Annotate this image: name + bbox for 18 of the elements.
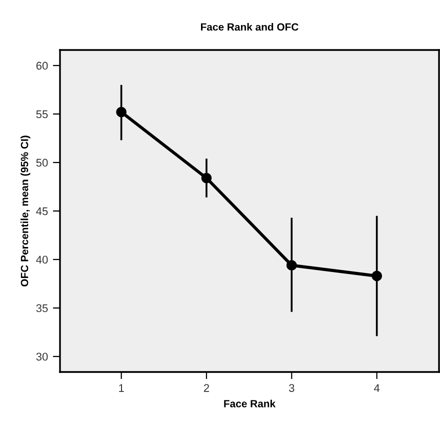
y-tick-label: 30: [36, 352, 48, 361]
x-tick-label: 3: [288, 384, 294, 392]
point: [372, 270, 382, 282]
y-tick-label: 35: [36, 304, 48, 312]
y-tick-label: 45: [36, 207, 48, 216]
point: [201, 172, 212, 184]
y-axis-title: OFC Percentile, mean (95% CI): [20, 136, 30, 286]
point: [286, 260, 297, 271]
x-tick-label: 1: [119, 384, 124, 392]
x-tick-label: 2: [204, 384, 210, 392]
y-tick-label: 50: [36, 158, 48, 167]
x-tick-label: 4: [374, 384, 380, 392]
chart-title: Face Rank and OFC: [201, 23, 298, 31]
y-tick-label: 60: [36, 62, 48, 70]
y-tick-label: 55: [36, 110, 48, 118]
y-tick-label: 40: [36, 256, 48, 264]
point: [116, 106, 127, 118]
x-axis-title: Face Rank: [224, 400, 276, 408]
